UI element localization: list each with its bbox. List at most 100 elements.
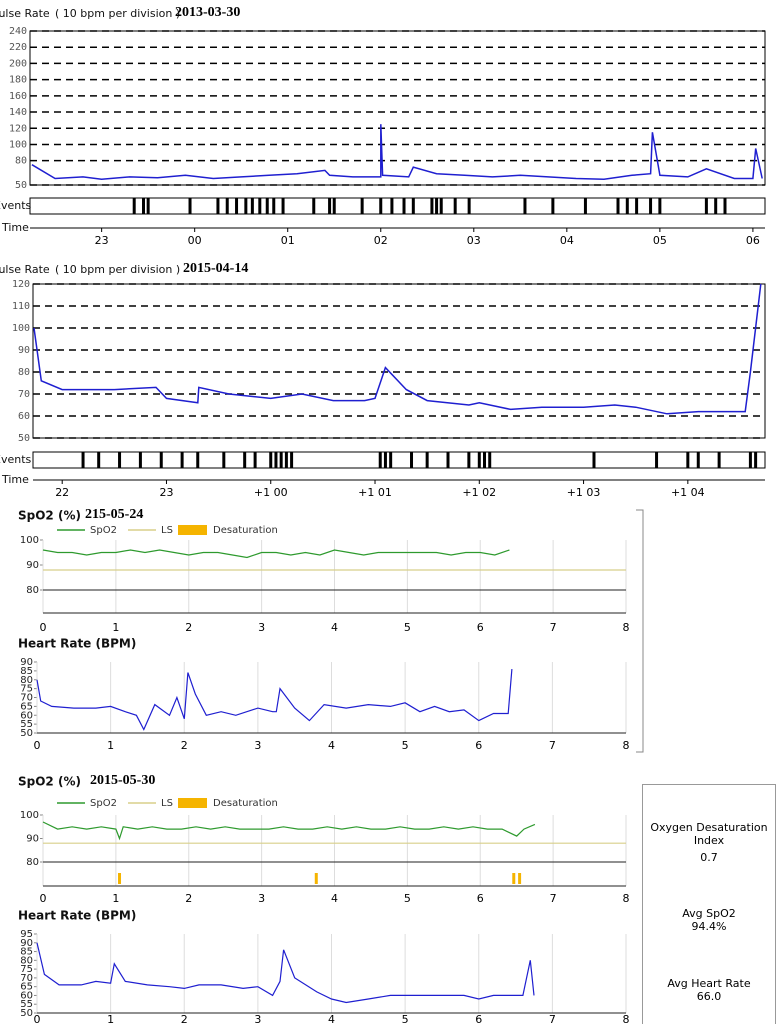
x-tick-label: 7 [550,621,557,634]
event [159,452,163,468]
series-line [36,669,513,731]
event [138,452,142,468]
y-tick-label: 120 [9,123,27,134]
event [488,452,492,468]
y-tick-label: 60 [20,710,33,721]
x-tick-label: 7 [549,1013,556,1024]
event [696,452,700,468]
event [360,198,364,214]
legend-label: LS [161,798,173,809]
x-tick-label: 03 [467,234,481,247]
y-tick-label: 80 [26,585,39,596]
x-tick-label: 1 [107,739,114,752]
chart-date: 2013-03-30 [175,5,240,20]
chart-title: Heart Rate (BPM) [18,909,136,923]
x-tick-label: 06 [746,234,760,247]
event [635,198,639,214]
event [390,198,394,214]
y-tick-label: 80 [20,675,33,686]
summary-value: 66.0 [696,990,722,1003]
event [132,198,136,214]
events-label: Events [0,199,32,212]
x-tick-label: 0 [34,739,41,752]
y-tick-label: 100 [20,810,39,821]
x-tick-label: 2 [185,621,192,634]
events-label: Events [0,453,32,466]
chart-subtitle: ( 10 bpm per division ) [55,7,180,20]
x-tick-label: 23 [95,234,109,247]
x-tick-label: 3 [258,621,265,634]
x-tick-label: 1 [112,892,119,905]
event [250,198,254,214]
y-tick-label: 80 [26,857,39,868]
y-tick-label: 50 [15,180,27,191]
event [222,452,226,468]
summary-panel: Oxygen Desaturation Index 0.7 Avg SpO2 9… [642,784,776,1024]
event [146,198,150,214]
x-tick-label: 00 [188,234,202,247]
event [439,198,443,214]
event [274,452,278,468]
series-line [36,942,535,1004]
chart-date: 2015-05-30 [90,773,155,788]
legend-label: Desaturation [213,525,278,536]
chart-title: SpO2 (%) [18,509,81,523]
plot-frame [29,30,766,186]
x-tick-label: 23 [159,486,173,499]
event [411,198,415,214]
event [551,198,555,214]
event [383,452,387,468]
event [477,452,481,468]
event [258,198,262,214]
legend-label: LS [161,525,173,536]
y-tick-label: 220 [9,42,27,53]
y-tick-label: 65 [20,701,33,712]
y-tick-label: 65 [20,982,33,993]
y-tick-label: 95 [20,929,33,940]
x-tick-label: +1 02 [462,486,496,499]
series-line [42,821,536,841]
y-tick-label: 75 [20,964,33,975]
x-tick-label: 02 [374,234,388,247]
event [717,452,721,468]
event [272,198,276,214]
event [97,452,101,468]
x-axis-label: Time [1,473,29,486]
y-tick-label: 110 [12,301,30,312]
y-tick-label: 80 [18,367,30,378]
chart-date: 215-05-24 [85,507,143,522]
plot-frame [32,283,766,439]
y-tick-label: 70 [18,389,30,400]
x-tick-label: +1 03 [567,486,601,499]
event [658,198,662,214]
event [279,452,283,468]
desaturation-mark [518,873,522,884]
x-tick-label: 6 [475,739,482,752]
event [655,452,659,468]
bracket [636,509,644,753]
y-tick-label: 90 [20,938,33,949]
summary-item: Avg SpO2 94.4% [649,907,769,933]
x-tick-label: 5 [402,1013,409,1024]
chart-title: Pulse Rate [0,7,50,20]
y-tick-label: 70 [20,693,33,704]
event [704,198,708,214]
y-tick-label: 85 [20,666,33,677]
event [118,452,122,468]
event [180,452,184,468]
event [379,198,383,214]
x-tick-label: 2 [185,892,192,905]
y-tick-label: 240 [9,26,27,37]
event [284,452,288,468]
event [81,452,85,468]
event [244,198,248,214]
legend-label: Desaturation [213,798,278,809]
event [243,452,247,468]
event [754,452,758,468]
events-frame [32,451,766,469]
chart-date: 2015-04-14 [183,261,248,276]
summary-label: Oxygen Desaturation Index [650,821,768,847]
event [402,198,406,214]
event [583,198,587,214]
y-tick-label: 120 [12,279,30,290]
